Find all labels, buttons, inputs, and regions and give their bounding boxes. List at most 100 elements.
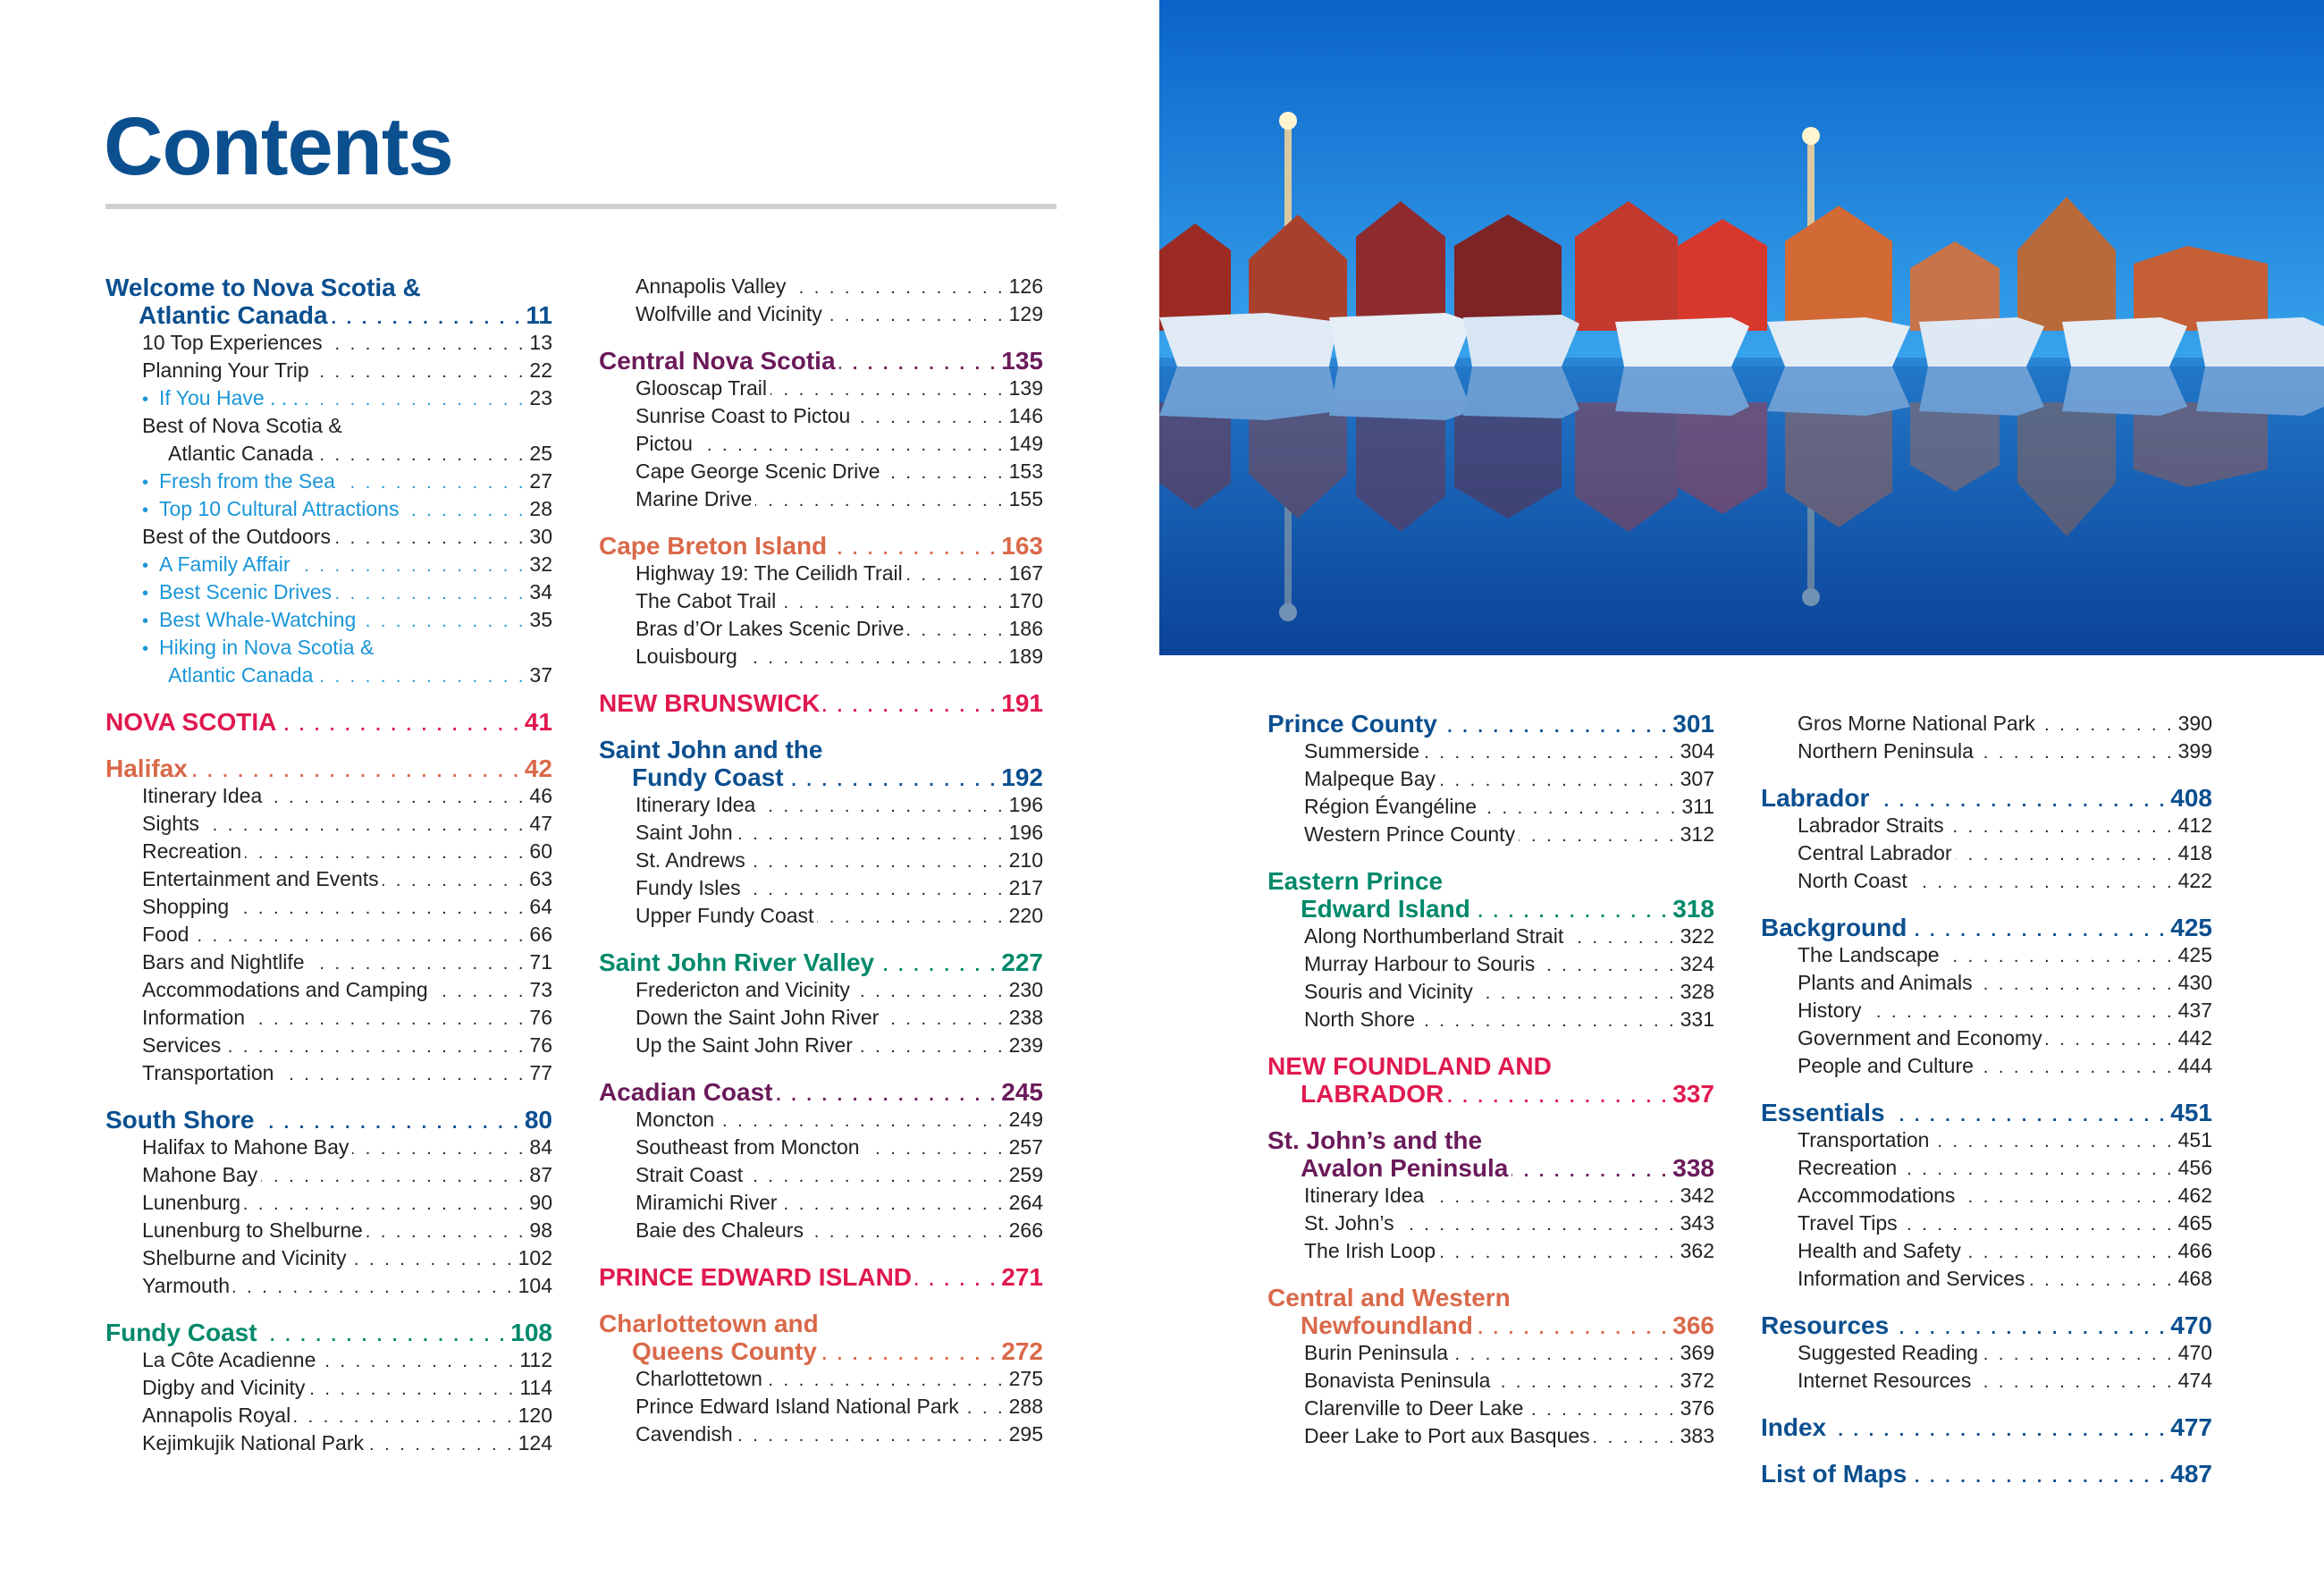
toc-section-heading[interactable]: Cape Breton Island 163 xyxy=(599,532,1043,560)
toc-entry[interactable]: Yarmouth 104 xyxy=(105,1272,552,1300)
toc-entry[interactable]: Suggested Reading 470 xyxy=(1761,1339,2212,1367)
toc-section-heading[interactable]: Fundy Coast 108 xyxy=(105,1319,552,1346)
toc-entry[interactable]: Transportation 451 xyxy=(1761,1126,2212,1154)
toc-entry[interactable]: Up the Saint John River 239 xyxy=(599,1032,1043,1059)
toc-entry[interactable]: Annapolis Valley 126 xyxy=(599,273,1043,300)
toc-section-heading[interactable]: Halifax 42 xyxy=(105,755,552,782)
toc-entry[interactable]: Digby and Vicinity 114 xyxy=(105,1374,552,1402)
toc-entry[interactable]: Shopping 64 xyxy=(105,893,552,921)
toc-entry[interactable]: Baie des Chaleurs 266 xyxy=(599,1217,1043,1244)
toc-entry[interactable]: Moncton 249 xyxy=(599,1106,1043,1134)
toc-entry[interactable]: Itinerary Idea 342 xyxy=(1267,1182,1714,1210)
toc-entry[interactable]: La Côte Acadienne 112 xyxy=(105,1346,552,1374)
toc-entry[interactable]: Food 66 xyxy=(105,921,552,948)
toc-entry[interactable]: Cavendish 295 xyxy=(599,1421,1043,1448)
toc-entry[interactable]: Sights 47 xyxy=(105,810,552,838)
toc-entry[interactable]: Région Évangéline 311 xyxy=(1267,793,1714,821)
toc-entry[interactable]: Entertainment and Events 63 xyxy=(105,865,552,893)
toc-entry[interactable]: Shelburne and Vicinity 102 xyxy=(105,1244,552,1272)
toc-section-heading[interactable]: Labrador 408 xyxy=(1761,784,2212,812)
toc-entry[interactable]: Gros Morne National Park 390 xyxy=(1761,710,2212,738)
toc-entry[interactable]: History 437 xyxy=(1761,997,2212,1024)
toc-entry[interactable]: Bras d’Or Lakes Scenic Drive 186 xyxy=(599,615,1043,643)
toc-entry[interactable]: Recreation 60 xyxy=(105,838,552,865)
toc-entry[interactable]: People and Culture 444 xyxy=(1761,1052,2212,1080)
toc-entry[interactable]: St. John’s 343 xyxy=(1267,1210,1714,1237)
toc-entry[interactable]: Pictou 149 xyxy=(599,430,1043,458)
toc-section-heading[interactable]: NOVA SCOTIA 41 xyxy=(105,708,552,736)
toc-entry[interactable]: Wolfville and Vicinity 129 xyxy=(599,300,1043,328)
toc-entry[interactable]: Halifax to Mahone Bay 84 xyxy=(105,1134,552,1161)
toc-section-heading[interactable]: Saint John River Valley 227 xyxy=(599,948,1043,976)
toc-entry[interactable]: Internet Resources 474 xyxy=(1761,1367,2212,1395)
toc-entry[interactable]: Recreation 456 xyxy=(1761,1154,2212,1182)
toc-entry[interactable]: Information 76 xyxy=(105,1004,552,1032)
toc-entry[interactable]: St. Andrews 210 xyxy=(599,847,1043,874)
toc-entry[interactable]: Miramichi River 264 xyxy=(599,1189,1043,1217)
toc-section-heading[interactable]: South Shore 80 xyxy=(105,1106,552,1134)
toc-entry[interactable]: Charlottetown 275 xyxy=(599,1365,1043,1393)
toc-entry[interactable]: Planning Your Trip 22 xyxy=(105,357,552,384)
toc-entry[interactable]: Malpeque Bay 307 xyxy=(1267,765,1714,793)
toc-entry[interactable]: Fredericton and Vicinity 230 xyxy=(599,976,1043,1004)
toc-entry[interactable]: Government and Economy 442 xyxy=(1761,1024,2212,1052)
toc-entry[interactable]: Cape George Scenic Drive 153 xyxy=(599,458,1043,485)
toc-entry[interactable]: Bonavista Peninsula 372 xyxy=(1267,1367,1714,1395)
toc-entry[interactable]: Glooscap Trail 139 xyxy=(599,375,1043,402)
toc-section-heading[interactable]: Welcome to Nova Scotia &Atlantic Canada 1… xyxy=(105,274,552,329)
toc-entry[interactable]: Prince Edward Island National Park 288 xyxy=(599,1393,1043,1421)
toc-entry[interactable]: The Landscape 425 xyxy=(1761,941,2212,969)
toc-entry[interactable]: Travel Tips 465 xyxy=(1761,1210,2212,1237)
toc-section-heading[interactable]: Background 425 xyxy=(1761,914,2212,941)
toc-entry[interactable]: Kejimkujik National Park 124 xyxy=(105,1429,552,1457)
toc-entry[interactable]: Bars and Nightlife 71 xyxy=(105,948,552,976)
toc-section-heading[interactable]: Index 477 xyxy=(1761,1413,2212,1441)
toc-entry[interactable]: Down the Saint John River 238 xyxy=(599,1004,1043,1032)
toc-entry[interactable]: Deer Lake to Port aux Basques 383 xyxy=(1267,1422,1714,1450)
toc-section-heading[interactable]: Central Nova Scotia 135 xyxy=(599,347,1043,375)
toc-entry[interactable]: Upper Fundy Coast 220 xyxy=(599,902,1043,930)
toc-section-heading[interactable]: List of Maps 487 xyxy=(1761,1460,2212,1488)
toc-entry[interactable]: Best of Nova Scotia & Atlantic Canada 25 xyxy=(105,412,552,468)
toc-entry[interactable]: Labrador Straits 412 xyxy=(1761,812,2212,839)
toc-entry[interactable]: Accommodations 462 xyxy=(1761,1182,2212,1210)
toc-entry[interactable]: • A Family Affair 32 xyxy=(105,551,552,578)
toc-entry[interactable]: Highway 19: The Ceilidh Trail 167 xyxy=(599,560,1043,587)
toc-entry[interactable]: Sunrise Coast to Pictou 146 xyxy=(599,402,1043,430)
toc-entry[interactable]: Northern Peninsula 399 xyxy=(1761,738,2212,765)
toc-entry[interactable]: Southeast from Moncton 257 xyxy=(599,1134,1043,1161)
toc-entry[interactable]: Strait Coast 259 xyxy=(599,1161,1043,1189)
toc-entry[interactable]: Fundy Isles 217 xyxy=(599,874,1043,902)
toc-section-heading[interactable]: Acadian Coast 245 xyxy=(599,1078,1043,1106)
toc-entry[interactable]: • If You Have . . . 23 xyxy=(105,384,552,412)
toc-entry[interactable]: Accommodations and Camping 73 xyxy=(105,976,552,1004)
toc-section-heading[interactable]: Prince County 301 xyxy=(1267,710,1714,738)
toc-entry[interactable]: Annapolis Royal 120 xyxy=(105,1402,552,1429)
toc-entry[interactable]: Saint John 196 xyxy=(599,819,1043,847)
toc-entry[interactable]: • Top 10 Cultural Attractions 28 xyxy=(105,495,552,523)
toc-entry[interactable]: Louisbourg 189 xyxy=(599,643,1043,670)
toc-entry[interactable]: Central Labrador 418 xyxy=(1761,839,2212,867)
toc-entry[interactable]: Souris and Vicinity 328 xyxy=(1267,978,1714,1006)
toc-entry[interactable]: Clarenville to Deer Lake 376 xyxy=(1267,1395,1714,1422)
toc-entry[interactable]: Information and Services 468 xyxy=(1761,1265,2212,1293)
toc-entry[interactable]: Itinerary Idea 46 xyxy=(105,782,552,810)
toc-entry[interactable]: Plants and Animals 430 xyxy=(1761,969,2212,997)
toc-entry[interactable]: 10 Top Experiences 13 xyxy=(105,329,552,357)
toc-entry[interactable]: Lunenburg 90 xyxy=(105,1189,552,1217)
toc-entry[interactable]: Murray Harbour to Souris 324 xyxy=(1267,950,1714,978)
toc-section-heading[interactable]: NEW BRUNSWICK 191 xyxy=(599,689,1043,717)
toc-entry[interactable]: Services 76 xyxy=(105,1032,552,1059)
toc-entry[interactable]: Mahone Bay 87 xyxy=(105,1161,552,1189)
toc-entry[interactable]: • Best Whale-Watching 35 xyxy=(105,606,552,634)
toc-entry[interactable]: Western Prince County 312 xyxy=(1267,821,1714,848)
toc-entry[interactable]: Summerside 304 xyxy=(1267,738,1714,765)
toc-entry[interactable]: North Shore 331 xyxy=(1267,1006,1714,1033)
toc-entry[interactable]: Best of the Outdoors 30 xyxy=(105,523,552,551)
